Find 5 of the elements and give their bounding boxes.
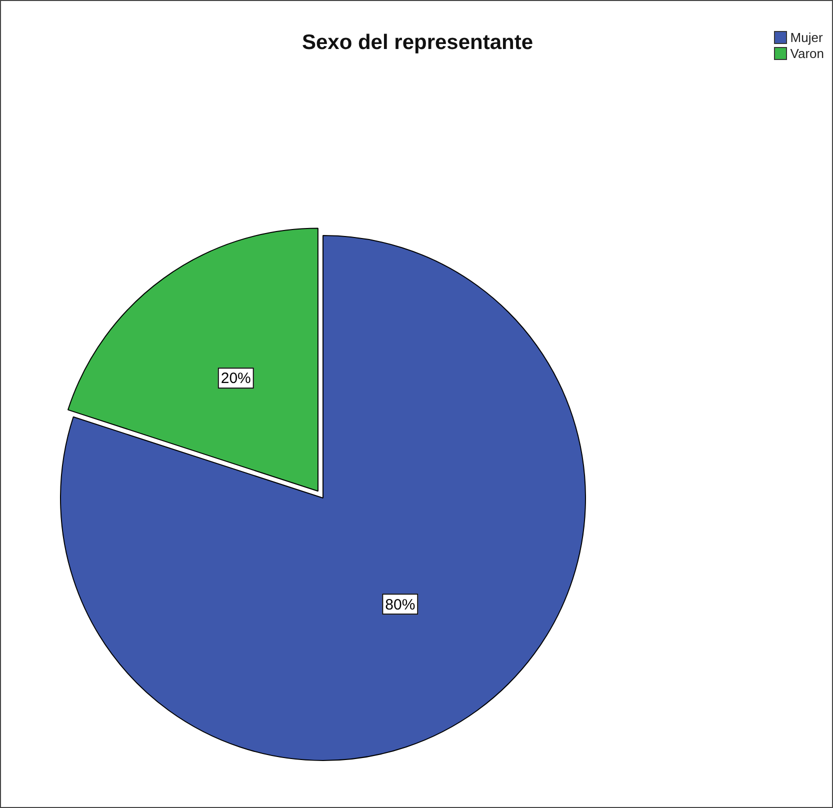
chart-title: Sexo del representante [302, 31, 534, 54]
legend-label: Varon [790, 46, 824, 60]
legend-label: Mujer [790, 30, 823, 44]
data-label: 20% [220, 370, 251, 388]
data-label: 80% [385, 596, 416, 614]
